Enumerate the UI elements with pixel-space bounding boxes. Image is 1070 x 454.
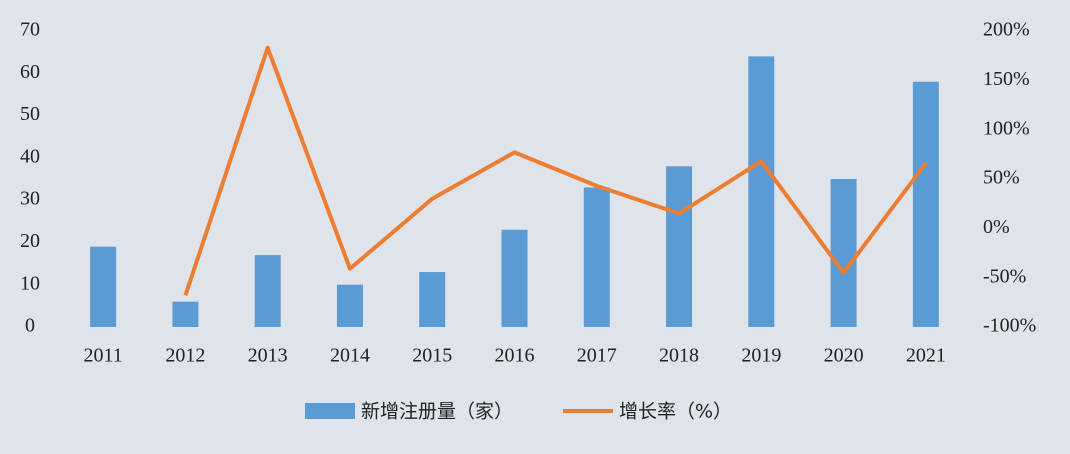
y2-tick-label: -100%	[983, 315, 1036, 337]
x-tick-label: 2021	[906, 345, 946, 367]
legend-swatch	[305, 403, 355, 419]
x-tick-label: 2019	[741, 345, 781, 367]
y2-tick-label: 150%	[983, 68, 1030, 90]
x-tick-label: 2016	[495, 345, 535, 367]
x-tick-label: 2011	[84, 345, 123, 367]
y2-tick-label: -50%	[983, 265, 1026, 287]
y-tick-label: 0	[25, 315, 35, 337]
x-tick-label: 2017	[577, 345, 617, 367]
y2-tick-label: 50%	[983, 167, 1020, 189]
bar	[830, 179, 857, 327]
y2-tick-label: 0%	[983, 216, 1010, 238]
bar	[90, 246, 117, 327]
x-tick-label: 2018	[659, 345, 699, 367]
y-tick-label: 30	[20, 188, 40, 210]
x-tick-label: 2020	[824, 345, 864, 367]
y-tick-label: 60	[20, 61, 40, 83]
bar	[748, 56, 775, 327]
y2-tick-label: 100%	[983, 117, 1030, 139]
bar	[666, 166, 693, 327]
y-tick-label: 10	[20, 272, 40, 294]
y-tick-label: 50	[20, 103, 40, 125]
bar	[501, 229, 528, 327]
x-tick-label: 2012	[165, 345, 205, 367]
bar	[336, 284, 363, 327]
legend-label: 新增注册量（家）	[361, 401, 513, 423]
y-tick-label: 40	[20, 145, 40, 167]
y-tick-label: 20	[20, 230, 40, 252]
y-tick-label: 70	[20, 19, 40, 41]
x-tick-label: 2013	[248, 345, 288, 367]
y2-tick-label: 200%	[983, 19, 1030, 41]
bar	[583, 187, 610, 327]
x-tick-label: 2015	[412, 345, 452, 367]
legend-label: 增长率（%）	[619, 401, 732, 423]
bar	[254, 255, 281, 327]
x-tick-label: 2014	[330, 345, 370, 367]
bar	[172, 301, 199, 327]
line	[183, 45, 928, 297]
bar	[912, 81, 939, 327]
bar	[419, 272, 446, 327]
